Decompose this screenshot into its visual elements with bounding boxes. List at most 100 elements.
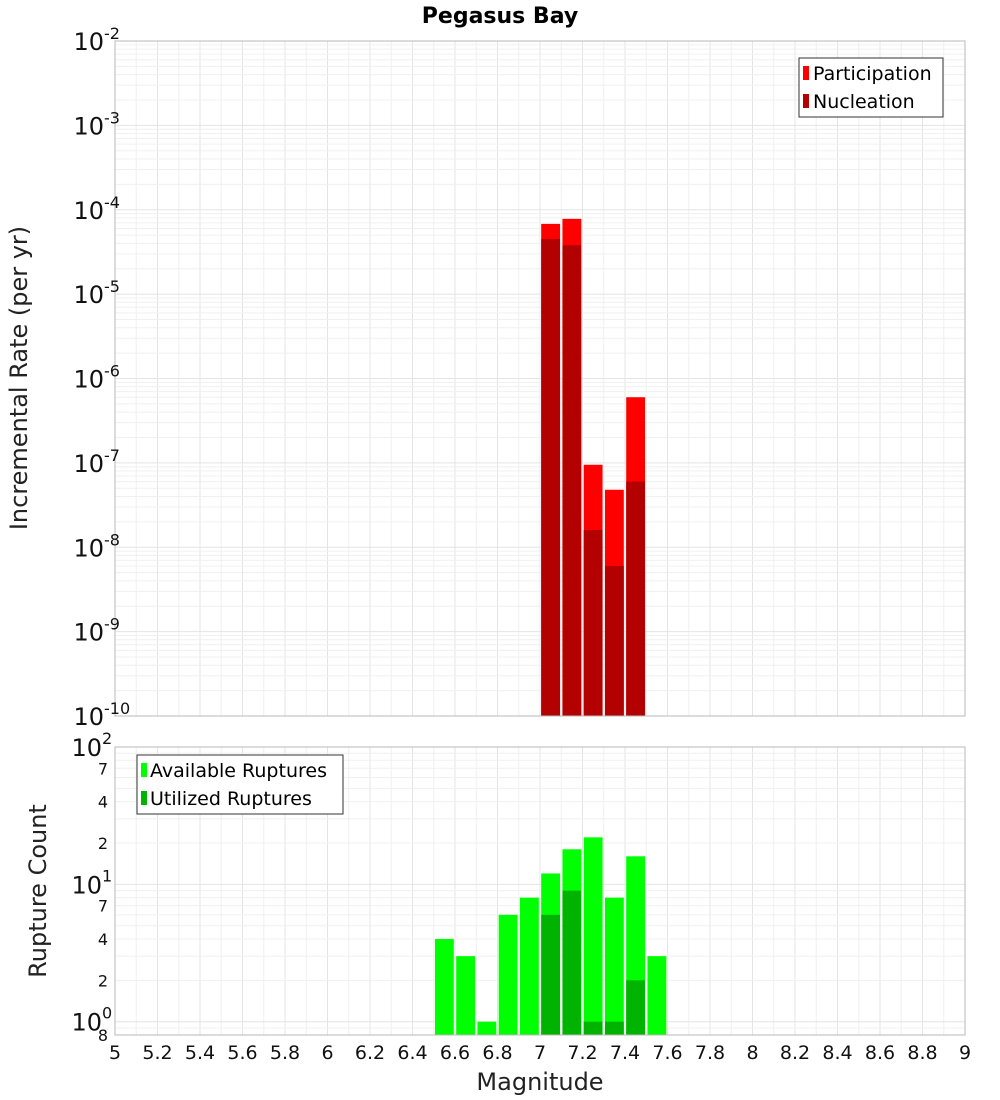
bottom-y-minor-tick: 4 [98, 793, 108, 812]
x-tick-label: 5.8 [270, 1042, 300, 1064]
bottom-y-tick-base: 10 [71, 1009, 102, 1037]
top-y-tick: 10 -6 [73, 362, 120, 394]
bottom-series-0-bar [519, 897, 539, 1035]
top-y-axis-label: Incremental Rate (per yr) [5, 226, 33, 530]
top-series-1-bar [583, 530, 603, 716]
top-y-tick-base: 10 [73, 450, 104, 478]
top-y-tick-exponent: -7 [104, 446, 120, 465]
bottom-series-0-bar [477, 1021, 497, 1035]
top-y-tick-labels: 10-210-310-410-510-610-710-810-910-10 [73, 24, 130, 731]
top-y-tick-base: 10 [73, 112, 104, 140]
top-bars [541, 218, 646, 717]
x-tick-label: 7.4 [610, 1042, 640, 1064]
bottom-series-0-bar [647, 956, 667, 1035]
bottom-series-1-bar [626, 980, 646, 1035]
bottom-y-tick: 10 1 [71, 866, 112, 899]
legend-utilized-ruptures-swatch [141, 791, 147, 805]
top-y-tick-base: 10 [73, 534, 104, 562]
x-tick-label: 6.8 [482, 1042, 512, 1064]
bottom-y-axis-label: Rupture Count [24, 804, 52, 978]
x-tick-label: 6.2 [355, 1042, 385, 1064]
bottom-series-0-bar [434, 939, 454, 1035]
x-tick-label: 5 [109, 1042, 121, 1064]
top-y-tick: 10 -4 [73, 193, 120, 225]
x-tick-label: 8.2 [780, 1042, 810, 1064]
top-y-tick: 10 -2 [73, 24, 120, 56]
top-panel: 10-210-310-410-510-610-710-810-910-10 In… [5, 24, 966, 731]
top-y-tick: 10 -7 [73, 446, 120, 478]
top-y-tick-exponent: -6 [104, 362, 120, 381]
top-y-tick: 10 -9 [73, 615, 120, 647]
bottom-series-0-bar [498, 914, 518, 1035]
x-tick-label: 8.8 [907, 1042, 937, 1064]
top-legend-box [798, 57, 944, 118]
legend-participation-label: Participation [813, 63, 932, 85]
top-series-1-bar [604, 565, 624, 716]
bottom-y-tick: 10 0 [71, 1004, 112, 1037]
bottom-y-tick-base: 10 [71, 871, 102, 899]
bottom-y-tick-exponent: 0 [102, 1004, 112, 1023]
legend-available-ruptures-label: Available Ruptures [150, 760, 327, 782]
bottom-series-1-bar [583, 1021, 603, 1035]
top-series-1-bar [562, 245, 582, 717]
bottom-y-tick-exponent: 1 [102, 866, 112, 885]
x-tick-label: 5.6 [227, 1042, 257, 1064]
legend-available-ruptures-swatch [141, 763, 147, 777]
bottom-series-0-bar [456, 956, 476, 1035]
top-legend: Participation Nucleation [798, 57, 944, 118]
top-y-tick: 10 -3 [73, 108, 120, 140]
x-tick-label: 6.4 [397, 1042, 427, 1064]
bottom-y-minor-tick: 2 [98, 971, 108, 990]
bottom-y-minor-tick: 7 [98, 759, 108, 778]
top-y-tick-base: 10 [73, 366, 104, 394]
x-tick-label: 7.2 [567, 1042, 597, 1064]
bottom-legend-box [136, 754, 344, 815]
x-tick-labels: 5 5.2 5.4 5.6 5.8 6 6.2 6.4 6.6 6.8 7 7.2 7.4 7.6 7.8 8… [109, 1042, 971, 1064]
x-tick-label: 5.4 [185, 1042, 215, 1064]
top-y-tick-base: 10 [73, 619, 104, 647]
x-tick-label: 7.6 [652, 1042, 682, 1064]
top-y-tick: 10 -10 [73, 699, 130, 731]
top-y-tick-base: 10 [73, 281, 104, 309]
top-y-tick-base: 10 [73, 28, 104, 56]
x-tick-label: 5.2 [142, 1042, 172, 1064]
bottom-y-tick-exponent: 2 [102, 729, 112, 748]
bottom-y-minor-tick: 8 [98, 1026, 108, 1045]
top-y-tick: 10 -5 [73, 277, 120, 309]
top-series-1-bar [541, 239, 561, 716]
bottom-y-tick: 10 2 [71, 729, 112, 762]
legend-nucleation-label: Nucleation [813, 91, 915, 113]
x-tick-label: 7 [534, 1042, 546, 1064]
bottom-series-0-bar [583, 837, 603, 1035]
top-series-1-bar [626, 481, 646, 716]
top-grid [114, 41, 966, 717]
top-y-tick-exponent: -4 [104, 193, 120, 212]
bottom-y-minor-tick: 7 [98, 897, 108, 916]
bottom-series-0-bar [604, 897, 624, 1035]
bottom-series-1-bar [604, 1021, 624, 1035]
x-tick-label: 6 [321, 1042, 333, 1064]
chart-title: Pegasus Bay [422, 4, 578, 29]
bottom-bars [434, 837, 667, 1035]
bottom-legend: Available Ruptures Utilized Ruptures [136, 754, 344, 815]
x-tick-label: 8.4 [822, 1042, 852, 1064]
top-y-tick-base: 10 [73, 197, 104, 225]
bottom-series-1-bar [562, 890, 582, 1035]
top-y-tick-exponent: -2 [104, 24, 120, 43]
legend-utilized-ruptures-label: Utilized Ruptures [150, 788, 312, 810]
top-y-tick: 10 -8 [73, 530, 120, 562]
legend-participation-swatch [803, 66, 809, 80]
x-tick-label: 8 [746, 1042, 758, 1064]
top-y-tick-exponent: -9 [104, 615, 120, 634]
top-y-tick-exponent: -8 [104, 530, 120, 549]
x-tick-label: 6.6 [440, 1042, 470, 1064]
top-y-tick-base: 10 [73, 703, 104, 731]
top-y-tick-exponent: -10 [104, 699, 130, 718]
x-axis-label: Magnitude [476, 1068, 603, 1096]
bottom-y-minor-tick: 2 [98, 834, 108, 853]
top-y-tick-exponent: -5 [104, 277, 120, 296]
x-tick-label: 9 [959, 1042, 971, 1064]
